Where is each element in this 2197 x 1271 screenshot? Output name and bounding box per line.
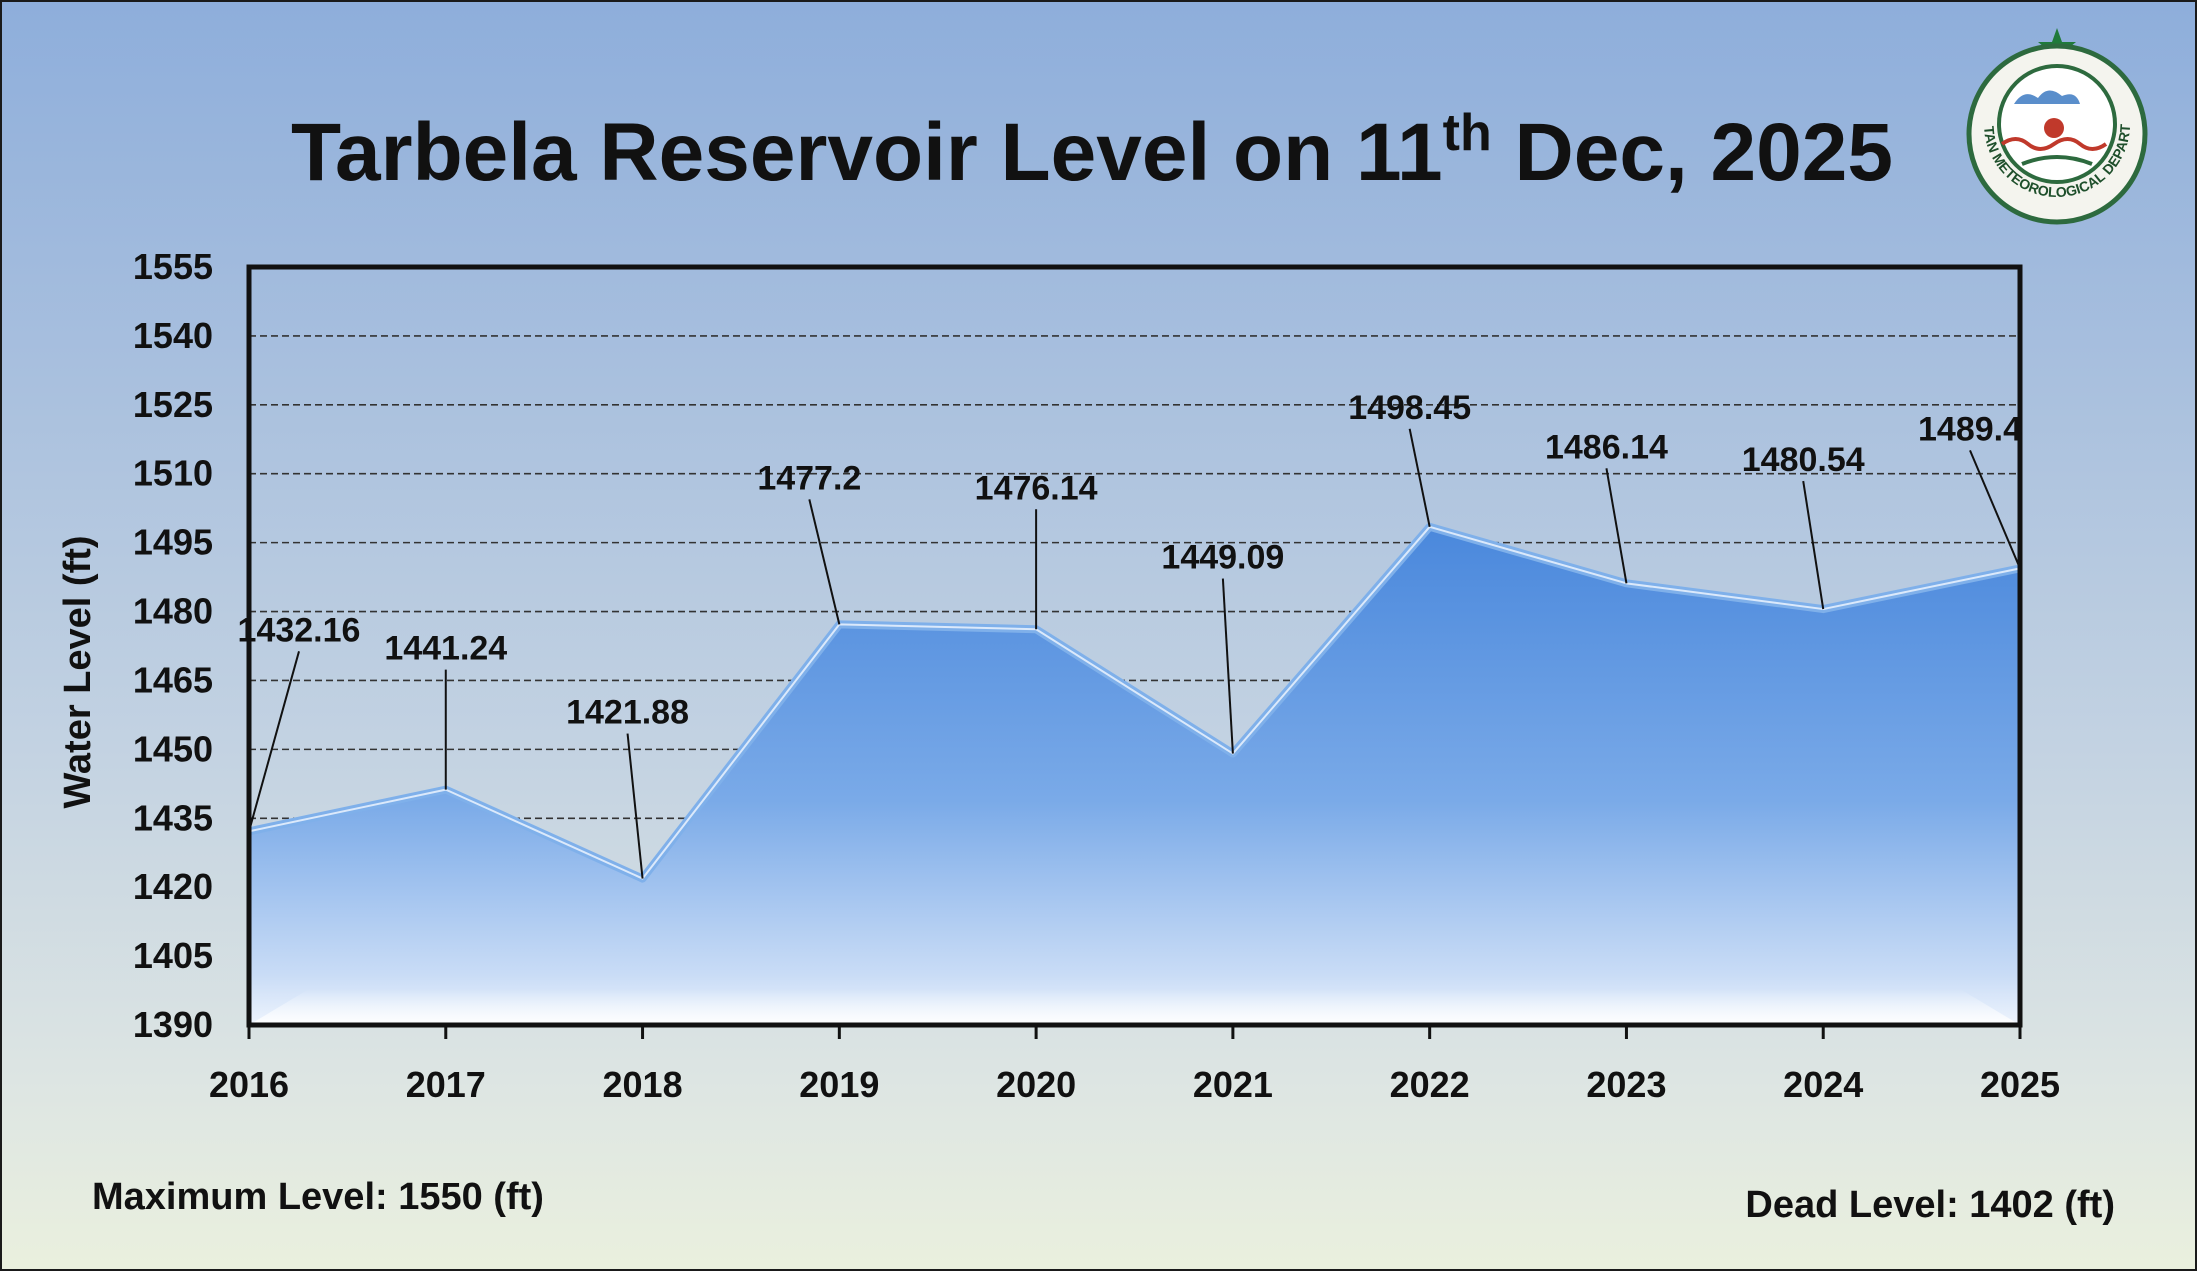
y-tick-label: 1555 bbox=[133, 246, 213, 287]
ground-icon bbox=[2021, 155, 2093, 166]
y-axis-label: Water Level (ft) bbox=[57, 535, 99, 808]
x-tick-label: 2025 bbox=[1980, 1064, 2060, 1105]
chart-title: Tarbela Reservoir Level on 11th Dec, 202… bbox=[291, 104, 1893, 198]
x-tick-label: 2016 bbox=[209, 1064, 289, 1105]
data-label-leader bbox=[1221, 578, 1234, 754]
x-tick-label: 2023 bbox=[1586, 1064, 1666, 1105]
y-tick-label: 1420 bbox=[133, 866, 213, 907]
data-label-leader bbox=[1408, 428, 1431, 527]
sun-icon bbox=[2044, 118, 2064, 138]
data-label-leader bbox=[1802, 480, 1825, 610]
data-label: 1476.14 bbox=[975, 469, 1098, 507]
y-tick-label: 1450 bbox=[133, 728, 213, 769]
cloud-icon bbox=[2014, 90, 2080, 104]
x-tick-labels: 2016 2017 2018 2019 2020 2021 2022 2023 2024 2025 bbox=[209, 1064, 2060, 1105]
data-label: 1477.2 bbox=[757, 459, 861, 497]
data-label: 1498.45 bbox=[1348, 389, 1471, 427]
data-label: 1489.4 bbox=[1918, 410, 2022, 448]
data-labels: 1432.16 1441.24 1421.88 1477.2 1476.14 1449.0… bbox=[238, 389, 2023, 732]
area-bevel bbox=[249, 989, 2020, 1025]
y-tick-label: 1405 bbox=[133, 935, 213, 976]
maximum-level-note: Maximum Level: 1550 (ft) bbox=[92, 1176, 544, 1218]
data-label-leader bbox=[808, 499, 841, 625]
x-tick-label: 2020 bbox=[996, 1064, 1076, 1105]
area-fill bbox=[249, 526, 2020, 1025]
dead-level-note: Dead Level: 1402 (ft) bbox=[1745, 1184, 2115, 1226]
wave-icon bbox=[2000, 137, 2108, 151]
data-label-leader bbox=[626, 733, 644, 879]
x-tick-label: 2019 bbox=[799, 1064, 879, 1105]
series-line-highlight bbox=[248, 525, 2021, 880]
axes bbox=[246, 264, 2023, 1039]
x-tick-label: 2021 bbox=[1193, 1064, 1273, 1105]
leader-lines bbox=[248, 428, 2021, 879]
y-tick-labels: 1390 1405 1420 1435 1450 1465 1480 1495 1510 1525… bbox=[133, 246, 213, 1045]
y-tick-label: 1510 bbox=[133, 453, 213, 494]
y-tick-label: 1435 bbox=[133, 797, 213, 838]
data-label-leader bbox=[248, 651, 300, 832]
y-tick-label: 1390 bbox=[133, 1004, 213, 1045]
area-series bbox=[248, 522, 2021, 1025]
data-label: 1432.16 bbox=[238, 611, 361, 649]
y-tick-label: 1525 bbox=[133, 384, 213, 425]
data-label-leader bbox=[1605, 468, 1628, 584]
x-tick-label: 2017 bbox=[406, 1064, 486, 1105]
data-label: 1441.24 bbox=[384, 630, 507, 668]
data-label: 1480.54 bbox=[1742, 441, 1865, 479]
y-tick-label: 1540 bbox=[133, 315, 213, 356]
x-tick-label: 2024 bbox=[1783, 1064, 1863, 1105]
pmd-logo: PAKISTAN METEOROLOGICAL DEPARTMENT bbox=[1962, 24, 2148, 225]
data-label: 1421.88 bbox=[566, 694, 689, 732]
data-label: 1449.09 bbox=[1161, 539, 1284, 577]
data-label: 1486.14 bbox=[1545, 428, 1668, 466]
y-tick-label: 1465 bbox=[133, 659, 213, 700]
x-tick-label: 2018 bbox=[603, 1064, 683, 1105]
x-tick-label: 2022 bbox=[1390, 1064, 1470, 1105]
y-tick-label: 1480 bbox=[133, 591, 213, 632]
plot-frame bbox=[246, 264, 2023, 1028]
data-label-leader bbox=[1969, 449, 2021, 569]
y-tick-label: 1495 bbox=[133, 522, 213, 563]
